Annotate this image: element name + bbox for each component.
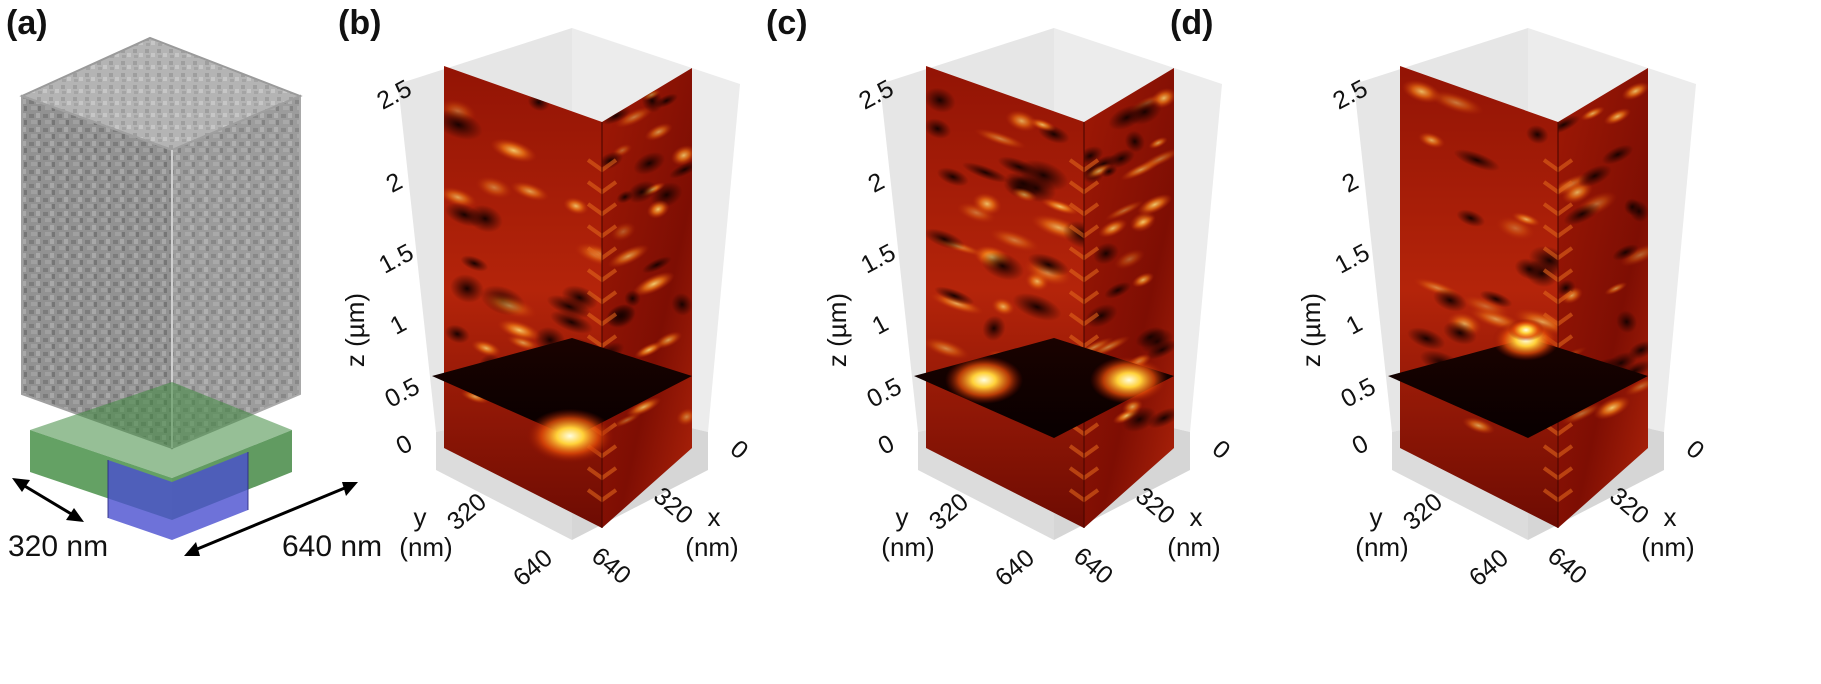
z-tick-label: 2: [382, 167, 407, 198]
panel-label: (c): [766, 4, 808, 42]
y-axis-label: y: [1370, 502, 1383, 532]
panel-d: (d)00.511.522.5z (µm)320640y(nm)0320640x…: [1170, 4, 1709, 592]
dimension-depth-label: 640 nm: [282, 530, 382, 563]
x-tick-label: 0: [1681, 435, 1710, 465]
x-tick-label: 0: [725, 435, 754, 465]
x-tick-label: 640: [1068, 542, 1118, 590]
nanostructure-block: [19, 36, 303, 540]
x-axis-unit: (nm): [685, 532, 738, 562]
x-axis-label: x: [1190, 502, 1203, 532]
slice-yz-plane: [1400, 66, 1558, 528]
y-axis-label: y: [414, 502, 427, 532]
x-tick-label: 640: [586, 542, 636, 590]
field-hotspot: [1507, 318, 1545, 342]
z-tick-label: 2: [864, 167, 889, 198]
y-tick-label: 320: [924, 488, 974, 536]
z-tick-label: 1: [1342, 309, 1367, 340]
slice-xy-plane: [432, 338, 692, 438]
field-hotspot: [525, 408, 615, 464]
z-tick-label: 1: [386, 309, 411, 340]
z-axis-label: z (µm): [822, 293, 852, 367]
z-tick-label: 0: [874, 429, 899, 460]
x-axis-unit: (nm): [1641, 532, 1694, 562]
z-tick-label: 1.5: [374, 238, 418, 279]
panel-a-label: (a): [6, 4, 48, 42]
y-tick-label: 640: [990, 544, 1040, 592]
substrate-top: [30, 382, 292, 478]
z-tick-label: 0.5: [1336, 372, 1380, 413]
x-axis-unit: (nm): [1167, 532, 1220, 562]
panel-label: (d): [1170, 4, 1213, 42]
substrate-blue-region: [108, 452, 248, 540]
x-axis-label: x: [708, 502, 721, 532]
panel-a: (a) 320 nm: [6, 4, 382, 563]
panel-c: (c)00.511.522.5z (µm)320640y(nm)0320640x…: [766, 4, 1235, 592]
y-axis-unit: (nm): [399, 532, 452, 562]
z-tick-label: 1.5: [1330, 238, 1374, 279]
panel-label: (b): [338, 4, 381, 42]
z-tick-label: 0: [1348, 429, 1373, 460]
panel-b: (b)00.511.522.5z (µm)320640y(nm)0320640x…: [338, 4, 753, 592]
y-tick-label: 640: [1464, 544, 1514, 592]
dimension-arrow-depth: [184, 482, 358, 556]
field-hotspot: [1090, 356, 1168, 404]
slice-xz-plane: [602, 68, 692, 528]
z-axis-label: z (µm): [1296, 293, 1326, 367]
dimension-width-label: 320 nm: [8, 530, 108, 563]
x-tick-label: 640: [1542, 542, 1592, 590]
dimension-arrow-width: [12, 478, 84, 522]
z-tick-label: 0: [392, 429, 417, 460]
z-tick-label: 0.5: [380, 372, 424, 413]
z-tick-label: 1.5: [856, 238, 900, 279]
y-axis-unit: (nm): [881, 532, 934, 562]
y-tick-label: 320: [442, 488, 492, 536]
z-tick-label: 1: [868, 309, 893, 340]
x-axis-label: x: [1664, 502, 1677, 532]
z-axis-label: z (µm): [340, 293, 370, 367]
y-axis-label: y: [896, 502, 909, 532]
y-axis-unit: (nm): [1355, 532, 1408, 562]
slice-xy-plane: [1388, 338, 1648, 438]
z-tick-label: 0.5: [862, 372, 906, 413]
y-tick-label: 640: [508, 544, 558, 592]
y-tick-label: 320: [1398, 488, 1448, 536]
x-tick-label: 0: [1207, 435, 1236, 465]
z-tick-label: 2: [1338, 167, 1363, 198]
field-hotspot: [945, 356, 1023, 404]
